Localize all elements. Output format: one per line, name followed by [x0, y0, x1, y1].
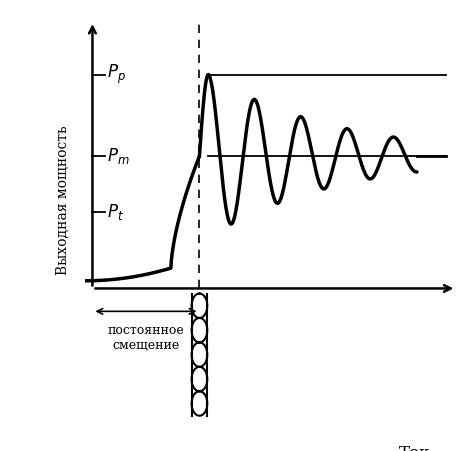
- Text: Выходная мощность: Выходная мощность: [56, 125, 70, 275]
- Text: $P_m$: $P_m$: [107, 146, 129, 166]
- Text: постоянное
смещение: постоянное смещение: [108, 324, 184, 352]
- Text: $P_t$: $P_t$: [107, 202, 124, 222]
- Text: $P_p$: $P_p$: [107, 63, 126, 86]
- Text: Ток: Ток: [399, 445, 430, 451]
